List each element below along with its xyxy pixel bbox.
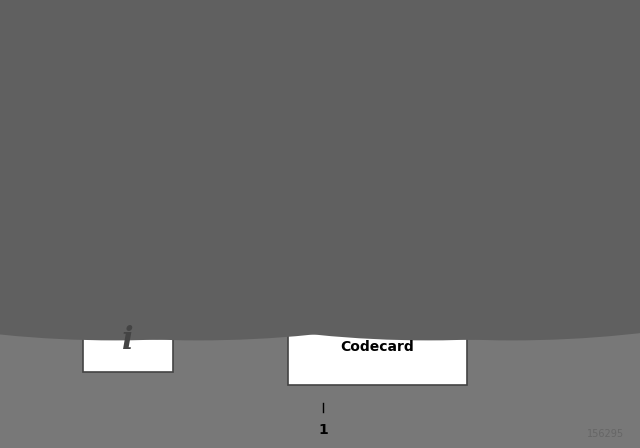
Polygon shape [0,0,320,448]
Text: i: i [122,325,134,356]
Polygon shape [320,0,640,448]
Polygon shape [320,0,640,448]
Polygon shape [0,0,320,448]
Circle shape [0,0,640,257]
Circle shape [0,0,640,257]
Circle shape [0,0,640,340]
Bar [58,45,595,403]
Text: 156295: 156295 [587,429,624,439]
Bar [83,309,173,372]
Text: 1: 1 [318,423,328,437]
Circle shape [0,0,640,340]
Circle shape [0,0,640,340]
Bar [288,309,467,385]
Text: Codecard: Codecard [340,340,415,354]
Circle shape [0,0,640,340]
Circle shape [0,0,640,257]
Circle shape [0,0,640,257]
